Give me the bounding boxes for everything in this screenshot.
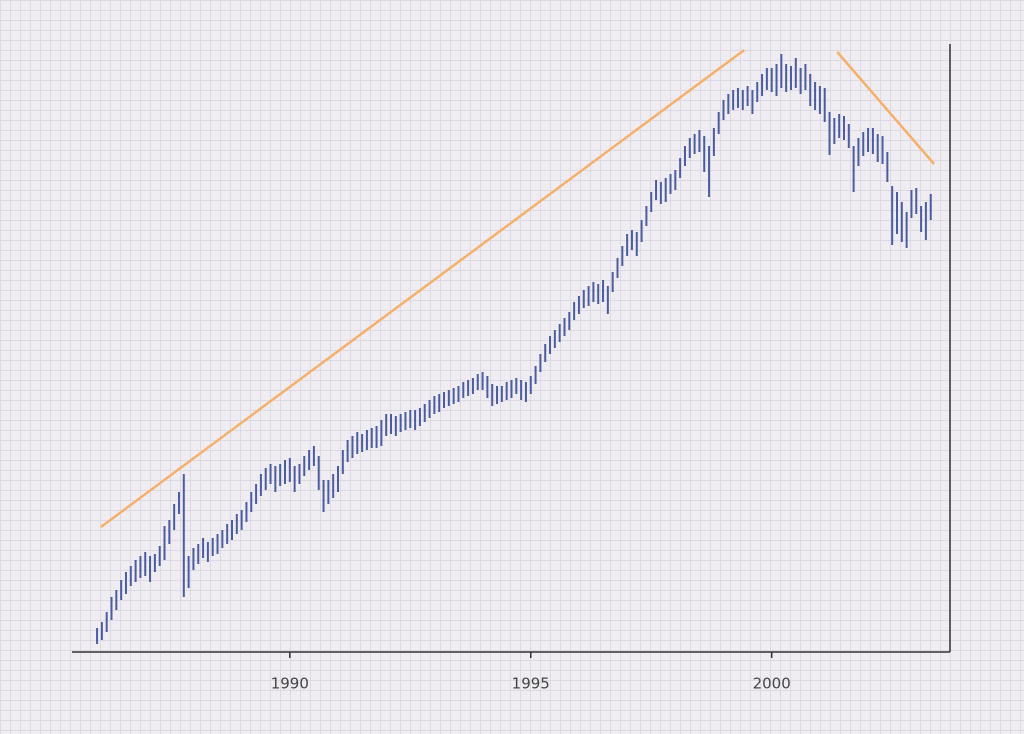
x-tick-label: 1995: [512, 675, 550, 693]
trend-line: [836, 51, 936, 165]
x-tick-label: 2000: [753, 675, 791, 693]
trend-line: [100, 48, 745, 529]
x-tick-label: 1990: [271, 675, 309, 693]
